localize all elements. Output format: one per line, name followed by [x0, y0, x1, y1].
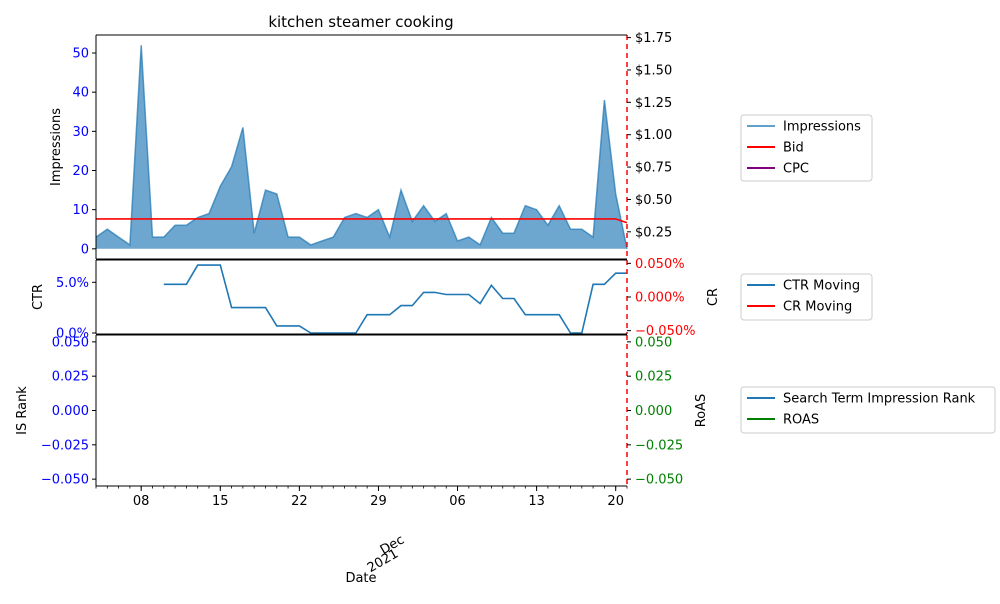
right-tick-label: 0.000 [635, 404, 672, 419]
legend-entry-label: CTR Moving [783, 279, 860, 294]
legend-impressions-panel: Impressions Bid CPC [740, 114, 873, 182]
right-tick-label: $1.00 [635, 128, 672, 143]
x-axis-label: Date [345, 571, 376, 586]
chart-title: kitchen steamer cooking [268, 13, 453, 31]
right-tick-label: $0.25 [635, 225, 672, 240]
x-tick-label: 13 [528, 494, 545, 509]
right-tick-label: 0.050% [635, 257, 685, 272]
ctr-panel: 0.0% 5.0% −0.050% 0.000% 0.050% CTR CR [31, 257, 721, 342]
legend-entry-label: Impressions [783, 120, 861, 135]
right-tick-label: $0.50 [635, 193, 672, 208]
left-axis-label: Impressions [49, 108, 64, 186]
right-tick-label: $1.50 [635, 63, 672, 78]
right-tick-label: 0.025 [635, 370, 672, 385]
right-tick-label: 0.000% [635, 291, 685, 306]
legend-is-rank-panel: Search Term Impression Rank ROAS [740, 386, 996, 434]
series-impressions-area [96, 45, 627, 249]
legend-ctr-panel: CTR Moving CR Moving [740, 273, 873, 321]
right-tick-label: −0.050 [635, 473, 683, 488]
impressions-panel: 0 10 20 30 40 50 $0.25 $0.50 $0.75 $1.00 $1.25 $1.5… [49, 31, 672, 260]
right-tick-label: $1.25 [635, 96, 672, 111]
right-tick-label: −0.025 [635, 438, 683, 453]
left-tick-label: 50 [72, 47, 89, 62]
right-tick-label: 0.050 [635, 335, 672, 350]
left-tick-label: 40 [72, 86, 89, 101]
right-axis-label: CR [706, 288, 721, 306]
x-tick-label: 06 [449, 494, 466, 509]
right-axis-label: RoAS [694, 394, 709, 428]
left-tick-label: 0.025 [52, 370, 89, 385]
right-tick-label: −0.050% [635, 324, 695, 339]
right-tick-label: $1.75 [635, 31, 672, 46]
legend-entry-label: CPC [783, 162, 809, 177]
left-tick-label: 0 [81, 242, 89, 257]
right-tick-label: $0.75 [635, 161, 672, 176]
left-tick-label: 20 [72, 164, 89, 179]
x-tick-label: 22 [291, 494, 308, 509]
legend-box [740, 386, 996, 434]
legend-box [740, 114, 873, 182]
chart-legends: Impressions Bid CPC CTR Moving CR Moving Sear… [740, 114, 996, 434]
left-tick-label: 0.000 [52, 404, 89, 419]
left-tick-label: 0.050 [52, 335, 89, 350]
left-tick-label: −0.050 [41, 473, 89, 488]
left-tick-label: −0.025 [41, 438, 89, 453]
legend-entry-label: Bid [783, 141, 804, 156]
is-rank-panel: −0.050 −0.025 0.000 0.025 0.050 −0.050 −0.025 0… [15, 334, 709, 488]
x-tick-label: 29 [370, 494, 387, 509]
series-impressions-line [95, 45, 628, 249]
left-tick-label: 30 [72, 125, 89, 140]
x-tick-label: 20 [607, 494, 624, 509]
series-ctr-moving-line [163, 264, 627, 334]
left-axis-label: CTR [31, 284, 46, 310]
left-tick-label: 10 [72, 203, 89, 218]
chart-panels: 0 10 20 30 40 50 $0.25 $0.50 $0.75 $1.00 $1.25 $1.5… [15, 31, 721, 488]
legend-entry-label: ROAS [783, 413, 819, 428]
x-tick-label: 08 [133, 494, 150, 509]
series-bid-line [96, 218, 628, 224]
left-tick-label: 0.0% [56, 326, 89, 341]
x-tick-label: 15 [212, 494, 229, 509]
legend-entry-label: Search Term Impression Rank [783, 392, 976, 407]
left-tick-label: 5.0% [56, 276, 89, 291]
legend-entry-label: CR Moving [783, 300, 852, 315]
left-axis-label: IS Rank [15, 386, 30, 435]
